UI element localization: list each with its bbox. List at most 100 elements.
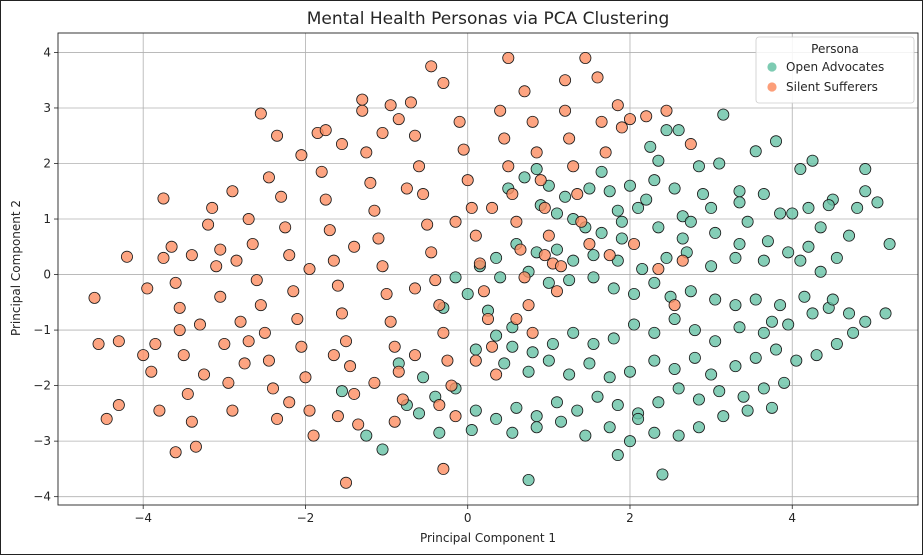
data-point (652, 262, 665, 275)
data-point (242, 335, 255, 348)
data-point (340, 476, 353, 489)
data-point (806, 307, 819, 320)
data-point (802, 201, 815, 214)
data-point (794, 254, 807, 267)
data-point (469, 404, 482, 417)
data-point (607, 332, 620, 345)
data-point (372, 232, 385, 245)
data-point (709, 335, 722, 348)
data-point (380, 287, 393, 300)
x-tick-label: 2 (626, 511, 634, 525)
data-point (603, 421, 616, 434)
data-point (628, 287, 641, 300)
data-point (607, 282, 620, 295)
data-point (749, 351, 762, 364)
y-axis-label: Principal Component 2 (9, 200, 23, 336)
data-point (218, 337, 231, 350)
data-point (774, 299, 787, 312)
data-point (692, 421, 705, 434)
data-point (295, 149, 308, 162)
data-point (798, 290, 811, 303)
data-point (668, 182, 681, 195)
legend-entry-label: Open Advocates (786, 60, 884, 74)
data-point (449, 410, 462, 423)
data-point (165, 240, 178, 253)
x-tick-label: 4 (788, 511, 796, 525)
y-tick-label: −2 (33, 379, 51, 393)
data-point (684, 285, 697, 298)
data-point (327, 254, 340, 267)
data-point (757, 254, 770, 267)
data-point (502, 51, 515, 64)
data-point (376, 443, 389, 456)
data-point (234, 315, 247, 328)
data-point (331, 279, 344, 292)
x-tick-label: 0 (464, 511, 472, 525)
data-point (830, 251, 843, 264)
data-point (356, 104, 369, 117)
data-point (486, 201, 499, 214)
data-point (315, 165, 328, 178)
data-point (559, 104, 572, 117)
data-point (705, 260, 718, 273)
data-point (408, 129, 421, 142)
data-point (632, 412, 645, 425)
data-point (214, 290, 227, 303)
data-point (364, 176, 377, 189)
data-point (506, 426, 519, 439)
data-point (583, 182, 596, 195)
y-tick-label: 1 (43, 212, 51, 226)
legend-title: Persona (811, 42, 859, 56)
data-point (709, 226, 722, 239)
data-point (473, 257, 486, 270)
data-point (579, 429, 592, 442)
data-point (542, 276, 555, 289)
data-point (400, 182, 413, 195)
data-point (494, 104, 507, 117)
data-point (384, 99, 397, 112)
data-point (498, 132, 511, 145)
data-point (169, 446, 182, 459)
data-point (88, 291, 101, 304)
data-point (271, 412, 284, 425)
data-point (567, 160, 580, 173)
data-point (546, 337, 559, 350)
data-point (506, 340, 519, 353)
data-point (254, 299, 267, 312)
data-point (729, 299, 742, 312)
data-point (603, 371, 616, 384)
data-point (486, 340, 499, 353)
data-point (206, 201, 219, 214)
data-point (741, 215, 754, 228)
data-point (522, 474, 535, 487)
data-point (449, 215, 462, 228)
data-point (688, 324, 701, 337)
grid (58, 33, 918, 505)
data-point (851, 201, 864, 214)
data-point (210, 260, 223, 273)
data-point (352, 418, 365, 431)
data-point (368, 376, 381, 389)
data-point (741, 404, 754, 417)
data-point (189, 440, 202, 453)
data-point (587, 271, 600, 284)
data-point (449, 271, 462, 284)
data-point (461, 287, 474, 300)
data-point (697, 188, 710, 201)
data-point (287, 285, 300, 298)
x-axis-label: Principal Component 1 (420, 531, 556, 545)
data-point (538, 249, 551, 262)
data-point (238, 357, 251, 370)
data-point (676, 232, 689, 245)
data-point (149, 337, 162, 350)
data-point (230, 254, 243, 267)
data-point (356, 93, 369, 106)
data-point (611, 449, 624, 462)
data-point (550, 396, 563, 409)
x-tick-label: −2 (297, 511, 315, 525)
data-point (254, 107, 267, 120)
data-point (445, 379, 458, 392)
data-point (396, 393, 409, 406)
data-point (555, 260, 568, 273)
data-point (283, 249, 296, 262)
